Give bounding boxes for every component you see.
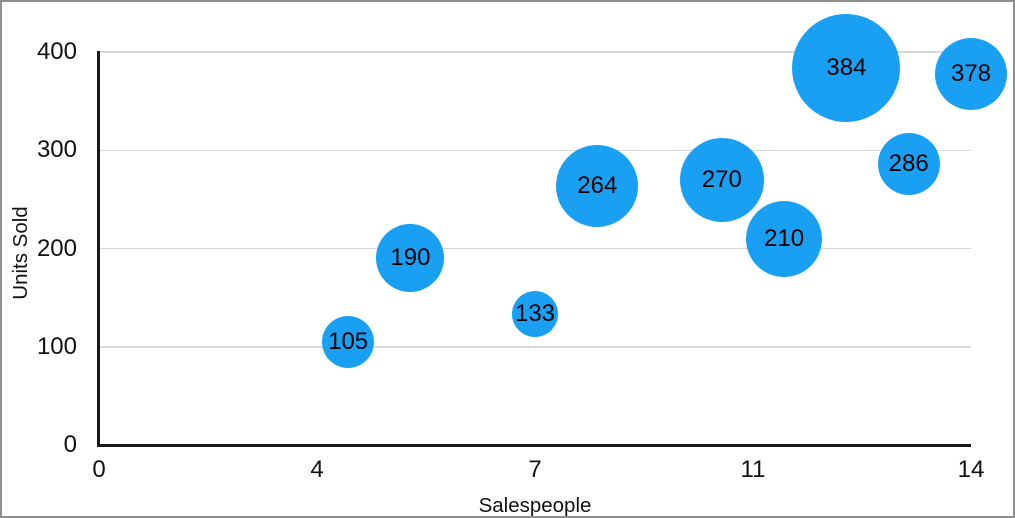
bubble-value-label: 210 xyxy=(764,224,805,252)
y-tick-label: 0 xyxy=(63,431,77,458)
bubble-value-label: 133 xyxy=(514,300,556,328)
gridline-y-200 xyxy=(99,247,971,250)
x-tick-label: 11 xyxy=(740,456,766,483)
x-axis-line xyxy=(97,443,971,447)
x-tick-label: 4 xyxy=(310,456,324,483)
bubble-value-label: 270 xyxy=(701,165,742,193)
bubble-value-label: 286 xyxy=(888,150,929,177)
y-axis-title: Units Sold xyxy=(9,206,32,300)
bubble-210[interactable]: 210 xyxy=(746,200,823,277)
bubble-270[interactable]: 270 xyxy=(679,137,764,222)
bubble-value-label: 105 xyxy=(328,327,369,355)
bubble-133[interactable]: 133 xyxy=(512,291,558,338)
y-tick-label: 100 xyxy=(36,332,77,360)
y-tick-label: 200 xyxy=(36,234,77,262)
y-tick-label: 400 xyxy=(36,38,77,65)
bubble-384[interactable]: 384 xyxy=(792,13,901,122)
x-tick-label: 0 xyxy=(92,456,106,483)
gridline-y-400 xyxy=(99,51,971,53)
bubble-264[interactable]: 264 xyxy=(556,144,639,227)
bubble-value-label: 378 xyxy=(950,59,992,87)
bubble-value-label: 384 xyxy=(826,53,867,81)
y-axis-line xyxy=(97,50,100,446)
bubble-105[interactable]: 105 xyxy=(322,315,375,368)
y-tick-label: 300 xyxy=(36,136,77,164)
x-axis-title: Salespeople xyxy=(478,494,592,517)
bubble-value-label: 190 xyxy=(390,244,431,272)
bubble-190[interactable]: 190 xyxy=(376,224,445,293)
x-tick-label: 7 xyxy=(528,456,542,483)
gridline-y-300 xyxy=(99,149,971,151)
bubble-286[interactable]: 286 xyxy=(877,133,940,195)
x-tick-label: 14 xyxy=(957,456,985,483)
bubble-378[interactable]: 378 xyxy=(935,37,1007,110)
bubble-value-label: 264 xyxy=(577,171,618,199)
gridline-y-100 xyxy=(99,346,971,348)
